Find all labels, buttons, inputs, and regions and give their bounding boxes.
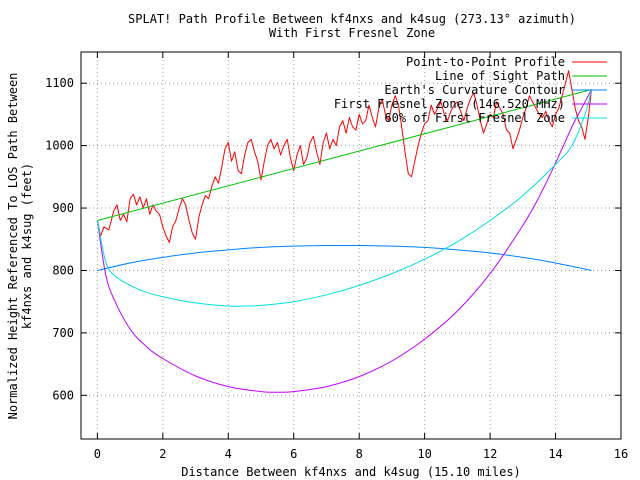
y-tick-label-0: 600 — [52, 388, 74, 402]
legend-label-line-of-sight-path: Line of Sight Path — [435, 69, 565, 83]
x-tick-label-5: 10 — [417, 447, 431, 461]
series-line-first-fresnel-zone-146-520-mhz — [96, 89, 592, 393]
chart-title-line-2: With First Fresnel Zone — [269, 26, 435, 40]
series-line-point-to-point-profile — [96, 70, 592, 243]
plot-frame — [80, 51, 622, 440]
legend-label-60-of-first-fresnel-zone: 60% of First Fresnel Zone — [384, 111, 565, 125]
x-tick-label-4: 8 — [356, 447, 363, 461]
y-tick-label-3: 900 — [52, 201, 74, 215]
series-line-line-of-sight-path — [97, 89, 592, 221]
x-tick-label-2: 4 — [225, 447, 232, 461]
y-tick-label-4: 1000 — [45, 139, 74, 153]
x-axis-label: Distance Between kf4nxs and k4sug (15.10… — [181, 465, 521, 479]
y-tick-label-1: 700 — [52, 326, 74, 340]
y-tick-label-2: 800 — [52, 263, 74, 277]
chart-title-line-1: SPLAT! Path Profile Between kf4nxs and k… — [128, 12, 576, 26]
x-tick-label-1: 2 — [159, 447, 166, 461]
y-axis-label-line-2: kf4nxs and k4sug (feet) — [20, 163, 34, 329]
series-line-60-of-first-fresnel-zone — [96, 89, 592, 307]
y-axis-label-line-1: Normalized Height Referenced To LOS Path… — [6, 73, 20, 420]
x-tick-label-8: 16 — [614, 447, 628, 461]
x-tick-label-7: 14 — [548, 447, 562, 461]
series-layer — [96, 70, 592, 393]
legend-label-point-to-point-profile: Point-to-Point Profile — [406, 55, 565, 69]
series-line-earth-s-curvature-contour — [97, 244, 592, 271]
x-tick-label-3: 6 — [290, 447, 297, 461]
y-tick-label-5: 1100 — [45, 76, 74, 90]
legend-label-earth-s-curvature-contour: Earth's Curvature Contour — [384, 83, 565, 97]
legend-label-first-fresnel-zone-146-520-mhz: First Fresnel Zone (146.520 MHz) — [334, 97, 565, 111]
axis-ticks: 0 2 4 6 8 10 12 14 16 600 700 800 900 1000 1100 — [45, 52, 628, 461]
x-tick-label-6: 12 — [483, 447, 497, 461]
x-tick-label-0: 0 — [94, 447, 101, 461]
